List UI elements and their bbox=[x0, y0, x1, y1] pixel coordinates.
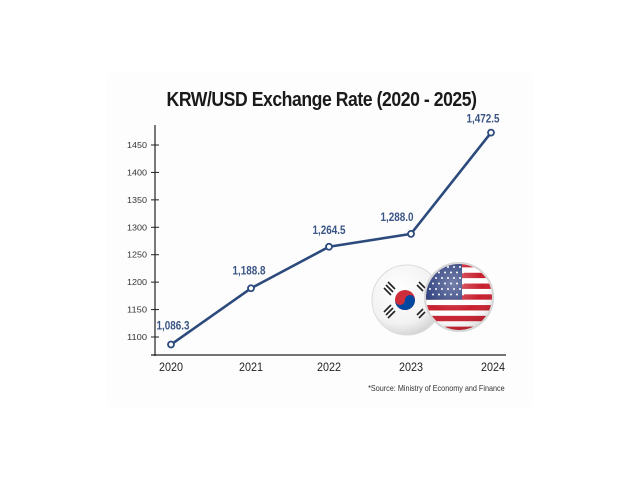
y-tick-label: 1350 bbox=[127, 195, 147, 205]
x-tick-label: 2023 bbox=[399, 362, 423, 374]
x-tick-label: 2021 bbox=[239, 362, 263, 374]
x-tick-label: 2022 bbox=[317, 362, 341, 374]
x-tick-label: 2020 bbox=[159, 362, 183, 374]
data-point bbox=[325, 242, 333, 251]
y-tick-label: 1400 bbox=[127, 167, 147, 177]
y-tick-label: 1200 bbox=[127, 277, 147, 287]
data-point bbox=[487, 128, 495, 137]
korea-flag-badge bbox=[371, 264, 443, 336]
y-tick-label: 1250 bbox=[127, 250, 147, 260]
y-tick-label: 1100 bbox=[127, 332, 147, 342]
source-note: *Source: Ministry of Economy and Finance bbox=[368, 383, 505, 393]
data-point bbox=[407, 229, 415, 238]
data-series: 1,086.3 1,188.8 1,264.5 1,288.0 1,472.5 bbox=[157, 112, 500, 349]
usa-flag-badge bbox=[424, 262, 494, 332]
chart-card bbox=[108, 73, 532, 407]
y-tick-label: 1150 bbox=[127, 305, 147, 315]
chart-title: KRW/USD Exchange Rate (2020 - 2025) bbox=[166, 89, 477, 111]
data-label: 1,086.3 bbox=[157, 319, 190, 333]
x-tick-label: 2024 bbox=[481, 362, 506, 374]
data-label: 1,188.8 bbox=[233, 263, 266, 277]
data-label: 1,472.5 bbox=[467, 112, 500, 126]
data-label: 1,288.0 bbox=[381, 210, 414, 224]
y-tick-label: 1300 bbox=[127, 222, 147, 232]
axes: 1100 1150 1200 1250 1300 1350 1400 1450 2020 2021… bbox=[127, 125, 506, 374]
data-label: 1,264.5 bbox=[313, 223, 346, 237]
data-point bbox=[167, 340, 175, 349]
y-tick-label: 1450 bbox=[127, 140, 147, 150]
flag-badges bbox=[371, 262, 494, 336]
data-point bbox=[247, 284, 255, 293]
